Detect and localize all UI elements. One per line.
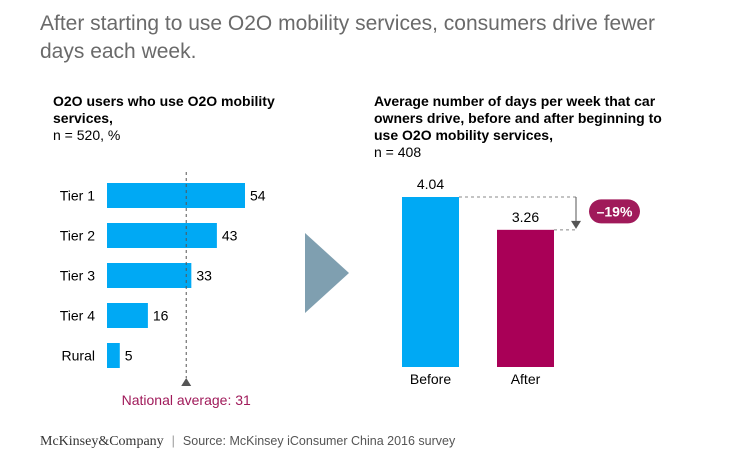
category-label: Before [410,371,451,387]
national-average-label: National average: 31 [122,392,251,408]
category-label: Rural [62,348,95,364]
change-badge [589,199,640,224]
national-average-marker [181,378,192,386]
left-chart-subtitle: O2O users who use O2O mobility services,… [53,93,283,144]
bar [107,183,245,208]
data-label: 54 [250,188,266,204]
bar [107,223,217,248]
change-arrow-head-icon [571,220,581,229]
data-label: 33 [196,268,212,284]
footer: McKinsey&Company | Source: McKinsey iConsu… [40,434,455,450]
data-label: 16 [153,308,169,324]
category-label: Tier 3 [60,268,95,284]
data-label: 3.26 [512,209,539,225]
source-note: Source: McKinsey iConsumer China 2016 su… [182,434,456,448]
left-chart-sample-size: n = 520, % [53,127,121,143]
footer-separator: | [171,434,175,448]
right-chart-sample-size: n = 408 [374,144,422,160]
data-label: 4.04 [417,176,444,192]
left-chart-title: O2O users who use O2O mobility services, [53,93,275,126]
right-chart-subtitle: Average number of days per week that car… [374,93,674,161]
category-label: Tier 4 [60,308,95,324]
bar [497,229,554,367]
bar [107,343,120,368]
headline: After starting to use O2O mobility servi… [40,12,656,63]
transition-arrow-icon [305,233,349,313]
category-label: Tier 1 [60,188,95,204]
right-chart-title: Average number of days per week that car… [374,93,662,143]
company-logo: McKinsey&Company [40,434,164,449]
bar [107,263,192,288]
data-label: 5 [125,348,133,364]
change-badge-label: –19% [597,203,633,219]
bar [107,303,148,328]
bar [402,197,459,367]
category-label: After [511,371,541,387]
category-label: Tier 2 [60,228,95,244]
data-label: 43 [222,228,238,244]
